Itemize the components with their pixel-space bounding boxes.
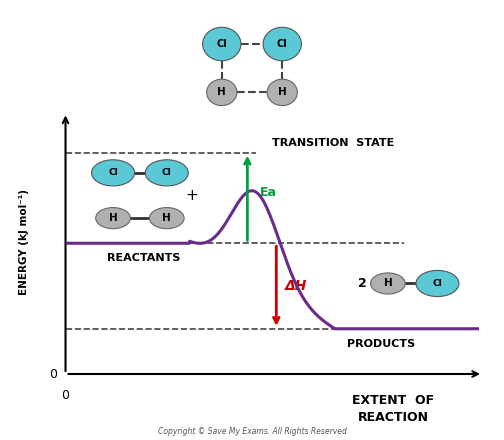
Circle shape	[370, 273, 405, 294]
Text: Cl: Cl	[162, 169, 172, 177]
Text: Ea: Ea	[260, 187, 277, 199]
Text: 2: 2	[358, 277, 367, 290]
Circle shape	[149, 208, 184, 229]
Text: H: H	[278, 88, 287, 97]
Text: H: H	[384, 279, 392, 289]
Text: Cl: Cl	[277, 39, 288, 49]
Text: PRODUCTS: PRODUCTS	[347, 339, 415, 349]
Text: Cl: Cl	[432, 279, 443, 288]
Text: TRANSITION  STATE: TRANSITION STATE	[272, 138, 395, 148]
Text: ENERGY (kJ mol⁻¹): ENERGY (kJ mol⁻¹)	[19, 189, 29, 295]
Circle shape	[96, 208, 131, 229]
Text: H: H	[162, 213, 171, 223]
Text: 0: 0	[49, 367, 57, 381]
Circle shape	[92, 160, 135, 186]
Text: Copyright © Save My Exams. All Rights Reserved: Copyright © Save My Exams. All Rights Re…	[158, 427, 346, 436]
Text: REACTANTS: REACTANTS	[107, 253, 180, 263]
Circle shape	[145, 160, 188, 186]
Text: 0: 0	[61, 389, 70, 402]
Text: Cl: Cl	[108, 169, 118, 177]
Text: EXTENT  OF
REACTION: EXTENT OF REACTION	[352, 394, 434, 424]
Text: ΔH: ΔH	[285, 279, 307, 293]
Text: +: +	[185, 188, 198, 203]
Circle shape	[416, 271, 459, 297]
Text: H: H	[217, 88, 226, 97]
Text: H: H	[109, 213, 117, 223]
Text: Cl: Cl	[216, 39, 227, 49]
